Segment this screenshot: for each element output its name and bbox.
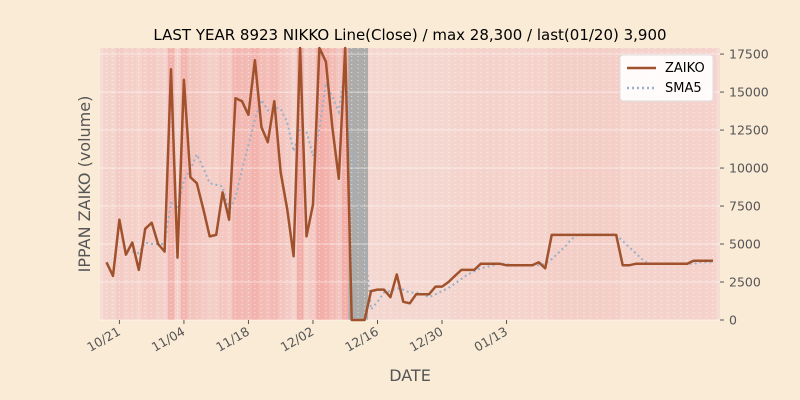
x-axis: 10/21 11/04 11/18 12/02 12/16 12/30 01/13 xyxy=(84,320,510,355)
x-axis-label: DATE xyxy=(389,366,431,385)
y-tick-label-3: 7500 xyxy=(729,199,761,214)
y-tick-label-1: 2500 xyxy=(729,275,761,290)
y-axis: 0 2500 5000 7500 10000 12500 15000 17500 xyxy=(720,47,769,328)
series-zaiko-line xyxy=(105,46,713,322)
y-tick-label-7: 17500 xyxy=(729,47,769,62)
x-tick-label-0: 10/21 xyxy=(84,324,123,355)
y-tick-label-5: 12500 xyxy=(729,123,769,138)
x-tick-label-3: 12/02 xyxy=(278,324,317,355)
chart-title: LAST YEAR 8923 NIKKO Line(Close) / max 2… xyxy=(153,26,666,44)
legend-zaiko-label: ZAIKO xyxy=(665,61,705,76)
legend: ZAIKO SMA5 xyxy=(619,54,714,102)
x-tick-label-1: 11/04 xyxy=(149,324,188,355)
y-tick-label-0: 0 xyxy=(729,313,737,328)
x-tick-label-2: 11/18 xyxy=(213,324,252,355)
y-tick-label-4: 10000 xyxy=(729,161,769,176)
y-tick-label-2: 5000 xyxy=(729,237,761,252)
series-layer xyxy=(105,46,713,322)
x-tick-label-5: 12/30 xyxy=(407,324,446,355)
grid-lines xyxy=(100,53,720,321)
y-axis-label: IPPAN ZAIKO (volume) xyxy=(75,96,94,273)
x-tick-label-6: 01/13 xyxy=(471,324,510,355)
legend-sma5-label: SMA5 xyxy=(665,81,702,96)
y-tick-label-6: 15000 xyxy=(729,85,769,100)
x-tick-label-4: 12/16 xyxy=(342,324,381,355)
legend-box xyxy=(619,54,714,102)
